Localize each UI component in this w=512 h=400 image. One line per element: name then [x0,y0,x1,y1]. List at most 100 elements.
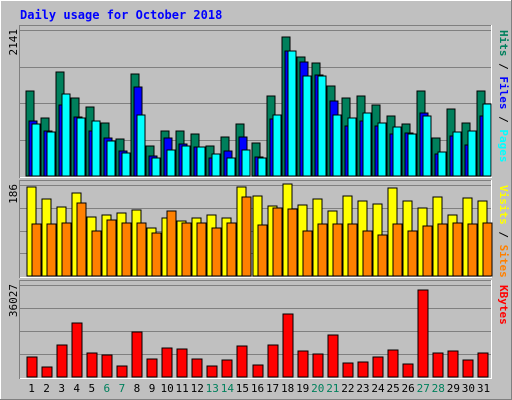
bar-pages-1 [31,123,41,177]
bar-kbytes-30 [462,359,474,378]
bar-pages-25 [392,126,402,177]
x-tick-label: 16 [251,382,264,395]
x-tick-label: 28 [432,382,445,395]
bar-pages-20 [317,75,327,177]
bar-sites-31 [482,222,493,277]
bar-kbytes-24 [372,356,384,378]
bar-kbytes-10 [161,347,173,378]
bar-sites-22 [347,223,358,277]
bar-kbytes-2 [41,366,53,378]
bar-sites-8 [136,222,147,277]
chart-title: Daily usage for October 2018 [20,8,222,22]
bar-sites-6 [106,219,117,277]
x-tick-label: 21 [326,382,339,395]
bar-sites-30 [467,223,478,277]
bar-sites-15 [241,196,252,277]
bar-pages-10 [166,149,176,177]
bar-kbytes-22 [342,362,354,378]
bar-pages-15 [241,149,251,177]
bar-pages-18 [287,50,297,177]
bar-sites-18 [287,208,298,277]
bar-pages-27 [422,115,432,177]
x-tick-label: 5 [88,382,95,395]
bar-pages-11 [181,145,191,177]
x-tick-label: 29 [447,382,460,395]
bar-pages-31 [482,103,492,177]
right-axis-label: Visits / Sites [497,185,510,278]
bar-kbytes-8 [131,331,143,378]
bar-sites-19 [302,230,313,277]
x-tick-label: 10 [160,382,173,395]
bar-pages-21 [332,114,342,177]
x-tick-label: 7 [119,382,126,395]
x-tick-label: 17 [266,382,279,395]
bar-kbytes-31 [477,352,489,378]
bar-kbytes-13 [206,365,218,378]
bar-sites-26 [407,230,418,277]
bar-pages-8 [136,114,146,177]
bar-kbytes-19 [297,350,309,378]
right-label-hits: Hits [497,30,510,57]
bar-kbytes-27 [417,289,429,378]
x-tick-label: 15 [236,382,249,395]
x-tick-label: 12 [191,382,204,395]
bar-pages-30 [467,130,477,177]
y-max-label: 36027 [7,284,20,317]
x-tick-label: 27 [417,382,430,395]
x-tick-label: 14 [221,382,235,395]
x-tick-label: 19 [296,382,309,395]
bar-pages-9 [151,157,161,177]
bar-sites-25 [392,223,403,277]
y-max-label: 186 [7,184,20,204]
bar-kbytes-28 [432,352,444,378]
bar-kbytes-25 [387,349,399,378]
bar-sites-13 [211,227,222,277]
bar-kbytes-20 [312,353,324,378]
x-tick-label: 8 [134,382,141,395]
x-tick-label: 9 [149,382,156,395]
bar-kbytes-15 [236,345,248,378]
panel-frame [19,280,492,379]
x-tick-label: 23 [356,382,369,395]
bar-sites-16 [257,224,268,277]
bar-kbytes-3 [56,344,68,378]
bar-kbytes-12 [191,358,203,378]
x-tick-label: 13 [206,382,219,395]
right-label-kbytes: KBytes [497,285,510,325]
bar-sites-2 [46,223,57,277]
right-label-pages: Pages [497,129,510,162]
bar-pages-23 [362,112,372,177]
y-max-label: 2141 [7,29,20,56]
bar-sites-29 [452,222,463,277]
right-label-files: Files [497,76,510,109]
bar-pages-3 [61,93,71,177]
bar-pages-2 [46,131,56,177]
bar-pages-5 [91,120,101,177]
bar-sites-21 [332,223,343,277]
bar-pages-17 [272,114,282,177]
x-tick-label: 4 [73,382,80,395]
bar-sites-24 [377,234,388,277]
panel-hits_files_pages: 2141 Hits / Files / Pages [7,25,510,178]
bar-kbytes-6 [101,354,113,378]
right-axis-label: KBytes [497,285,510,325]
series-pages [31,50,492,177]
bar-pages-4 [76,117,86,177]
bar-pages-7 [121,152,131,177]
bar-pages-22 [347,117,357,177]
bar-pages-6 [106,140,116,177]
x-tick-label: 25 [386,382,399,395]
x-tick-labels: 1 2 3 4 5 6 7 8 9 10 11 12 13 14 15 16 17 18 19 20 21 22 23 24 2… [28,382,490,395]
bar-sites-4 [76,202,87,277]
bar-pages-29 [452,131,462,177]
bar-sites-3 [61,222,72,277]
bar-kbytes-14 [221,359,233,378]
bar-kbytes-26 [402,363,414,378]
bar-sites-11 [181,222,192,277]
bar-kbytes-29 [447,350,459,378]
x-tick-label: 24 [371,382,385,395]
bar-sites-28 [437,223,448,277]
bar-kbytes-16 [252,364,264,378]
bar-kbytes-7 [116,365,128,378]
